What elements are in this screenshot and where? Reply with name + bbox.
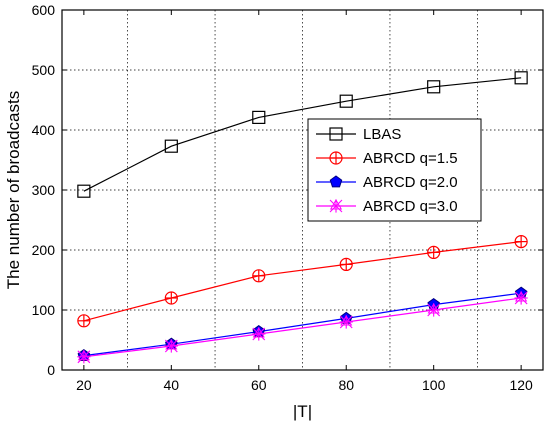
legend-marker xyxy=(329,151,343,165)
y-tick-label: 200 xyxy=(32,242,56,258)
x-axis-label: |T| xyxy=(293,402,312,421)
legend-label: LBAS xyxy=(363,126,401,143)
series-1 xyxy=(77,235,528,328)
legend-marker xyxy=(329,199,343,213)
legend: LBAS ABRCD q=1.5 ABRCD q=2.0 ABRCD q=3.0 xyxy=(307,118,482,222)
series-0 xyxy=(77,71,528,198)
y-tick-label: 600 xyxy=(32,2,56,18)
series-line xyxy=(83,297,522,358)
series-3 xyxy=(77,290,528,364)
x-tick-label: 120 xyxy=(509,377,533,393)
legend-entry: LBAS xyxy=(316,126,401,143)
y-tick-label: 400 xyxy=(32,122,56,138)
data-point xyxy=(514,71,528,85)
data-point xyxy=(339,94,353,108)
legend-box xyxy=(307,118,482,222)
x-tick-label: 60 xyxy=(251,377,267,393)
data-point xyxy=(252,110,266,125)
y-tick-label: 500 xyxy=(32,62,56,78)
data-point xyxy=(427,245,441,259)
data-point xyxy=(77,314,91,328)
x-tick-label: 20 xyxy=(76,377,92,393)
data-point xyxy=(252,269,266,283)
legend-marker xyxy=(329,175,343,188)
legend-entry: ABRCD q=2.0 xyxy=(316,174,458,191)
x-tick-label: 80 xyxy=(338,377,354,393)
ticks: 20 40 60 80 100 120 0 100 200 300 400 500 600 xyxy=(32,2,543,393)
data-point xyxy=(427,302,441,317)
legend-label: ABRCD q=2.0 xyxy=(363,174,458,191)
data-point xyxy=(427,80,441,94)
y-axis-label: The number of broadcasts xyxy=(4,91,23,289)
legend-entry: ABRCD q=1.5 xyxy=(316,150,458,167)
data-point xyxy=(164,139,178,153)
series-line xyxy=(83,241,522,322)
data-point xyxy=(77,349,91,364)
data-point xyxy=(514,235,528,249)
series-line xyxy=(83,77,522,192)
y-tick-label: 0 xyxy=(47,362,55,378)
x-tick-label: 100 xyxy=(422,377,446,393)
data-point xyxy=(339,257,353,271)
data-point xyxy=(164,338,178,353)
data-point xyxy=(514,290,528,305)
data-point xyxy=(164,291,178,305)
series-layer xyxy=(77,71,528,364)
y-tick-label: 100 xyxy=(32,302,56,318)
legend-entry: ABRCD q=3.0 xyxy=(316,198,458,215)
series-line xyxy=(83,292,522,357)
legend-label: ABRCD q=3.0 xyxy=(363,198,458,215)
data-point xyxy=(252,326,266,341)
x-tick-label: 40 xyxy=(164,377,180,393)
data-point xyxy=(339,314,353,329)
data-point xyxy=(77,184,91,198)
y-tick-label: 300 xyxy=(32,182,56,198)
legend-marker xyxy=(329,127,343,141)
legend-label: ABRCD q=1.5 xyxy=(363,150,458,167)
